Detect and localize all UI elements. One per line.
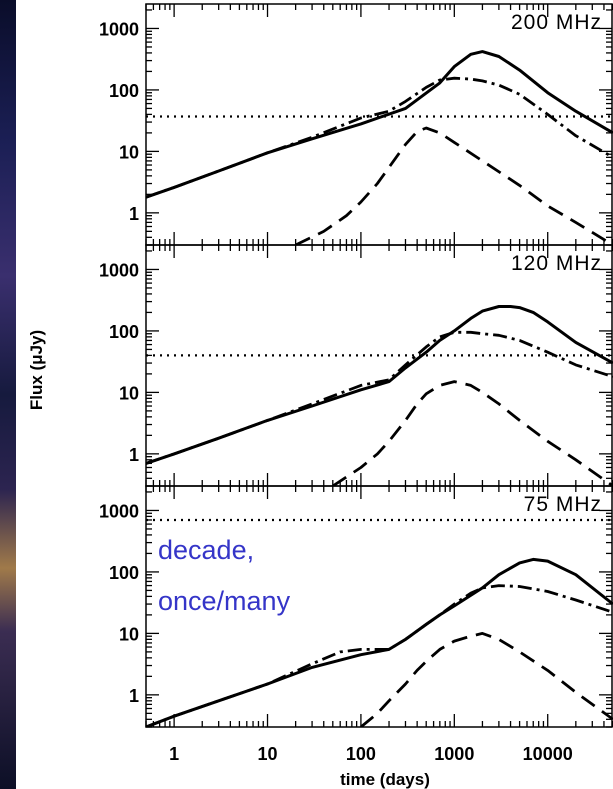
y-tick-label: 10 bbox=[119, 624, 139, 644]
x-tick-label: 100 bbox=[346, 744, 376, 764]
dashed-curve bbox=[332, 380, 613, 486]
x-tick-label: 1 bbox=[169, 744, 179, 764]
panel-frame bbox=[145, 485, 613, 728]
panel-3: 1 10 100 1000 75 MHz bbox=[99, 485, 613, 728]
panel-frequency-label: 75 MHz bbox=[524, 493, 602, 516]
solid-curve bbox=[146, 50, 613, 199]
annotation: decade, once/many bbox=[158, 535, 291, 616]
background-image-strip bbox=[0, 0, 16, 789]
x-axis-title: time (days) bbox=[340, 770, 430, 789]
x-tick-label: 10 bbox=[258, 744, 278, 764]
panel-1: 1 10 100 1000 200 MHz bbox=[99, 3, 613, 246]
y-tick-label: 10 bbox=[119, 142, 139, 162]
dashdot-curve bbox=[146, 76, 613, 199]
panel-frequency-label: 200 MHz bbox=[511, 11, 602, 34]
y-tick-label: 100 bbox=[109, 81, 139, 101]
y-tick-label: 1 bbox=[129, 445, 139, 465]
y-tick-label: 1000 bbox=[99, 501, 139, 521]
dashdot-curve bbox=[146, 330, 613, 465]
y-tick-label: 1000 bbox=[99, 19, 139, 39]
x-tick-labels: 1 10 100 1000 10000 bbox=[169, 744, 573, 764]
panel-frame bbox=[145, 3, 613, 246]
y-tick-label: 1 bbox=[129, 686, 139, 706]
panel-2: 1 10 100 1000 120 MHz bbox=[99, 244, 613, 487]
y-tick-label: 10 bbox=[119, 383, 139, 403]
y-axis-title: Flux (μJy) bbox=[27, 330, 46, 410]
panel-frame bbox=[145, 244, 613, 487]
panel-frequency-label: 120 MHz bbox=[511, 252, 602, 275]
y-tick-label: 1 bbox=[129, 204, 139, 224]
dashdot-curve bbox=[146, 584, 613, 727]
y-tick-label: 100 bbox=[109, 563, 139, 583]
x-tick-label: 10000 bbox=[523, 744, 573, 764]
annotation-line-2: once/many bbox=[158, 586, 291, 616]
y-tick-label: 1000 bbox=[99, 260, 139, 280]
dashed-curve bbox=[360, 632, 613, 727]
annotation-line-1: decade, bbox=[158, 535, 254, 565]
x-tick-label: 1000 bbox=[434, 744, 474, 764]
dashed-curve bbox=[294, 126, 613, 245]
y-tick-label: 100 bbox=[109, 322, 139, 342]
